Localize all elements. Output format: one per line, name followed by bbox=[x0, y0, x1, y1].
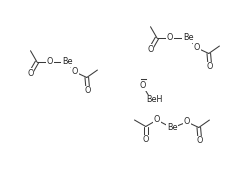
Text: O: O bbox=[184, 117, 190, 126]
Text: O: O bbox=[72, 68, 78, 77]
Text: Be: Be bbox=[62, 57, 72, 66]
Text: O: O bbox=[143, 135, 149, 144]
Text: O: O bbox=[140, 81, 146, 90]
Text: BeH: BeH bbox=[146, 96, 162, 105]
Text: O: O bbox=[167, 34, 173, 42]
Text: O: O bbox=[154, 116, 160, 125]
Text: Be: Be bbox=[167, 124, 177, 132]
Text: O: O bbox=[194, 44, 200, 53]
Text: O: O bbox=[197, 136, 203, 145]
Text: O: O bbox=[147, 45, 154, 54]
Text: O: O bbox=[207, 62, 213, 71]
Text: O: O bbox=[27, 69, 34, 78]
Text: Be: Be bbox=[183, 34, 193, 42]
Text: O: O bbox=[85, 86, 91, 95]
Text: O: O bbox=[47, 57, 53, 66]
